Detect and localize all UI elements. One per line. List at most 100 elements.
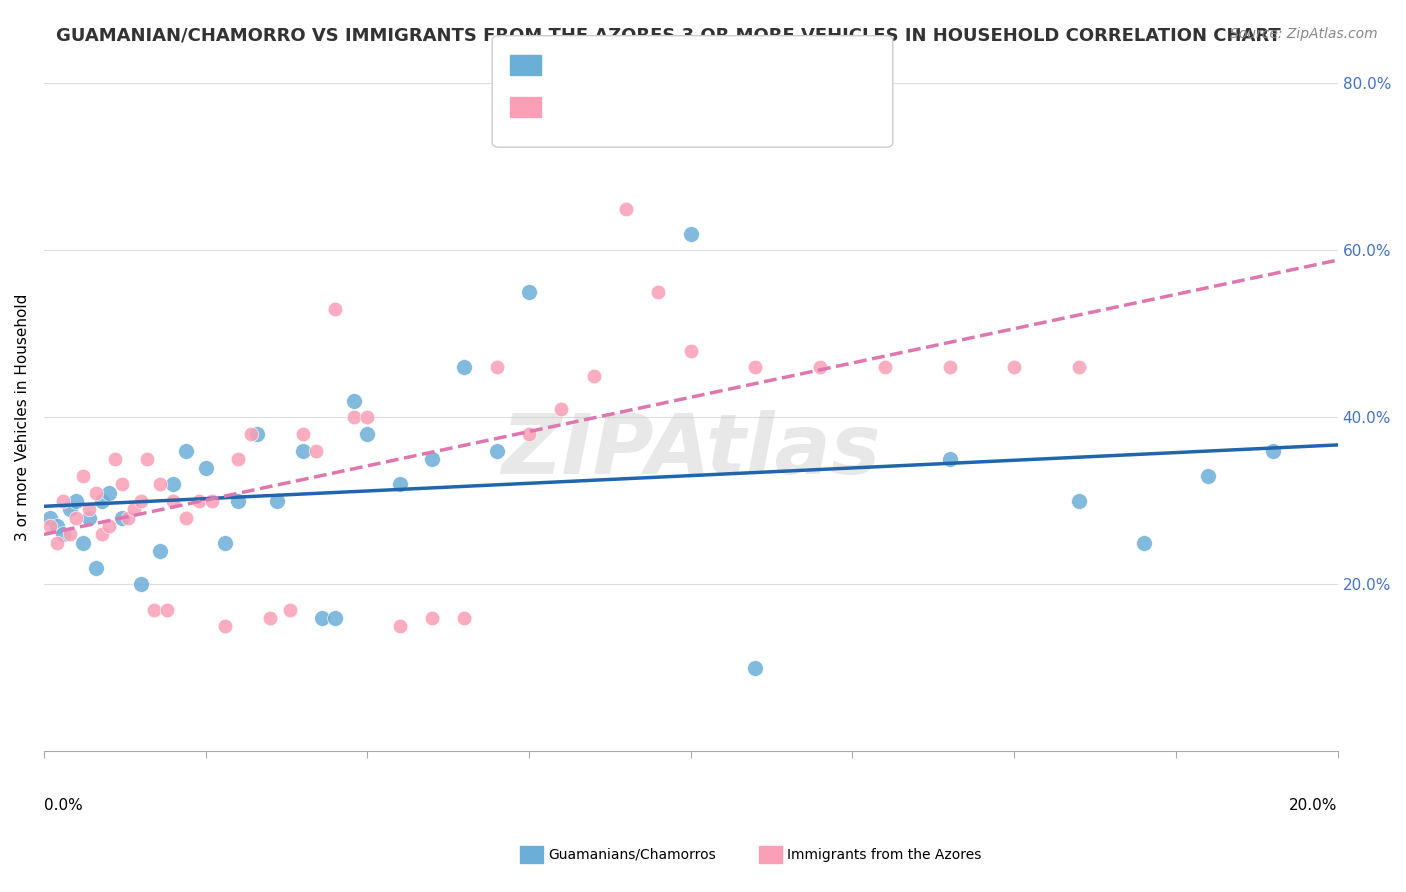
Point <box>117 510 139 524</box>
Point <box>323 611 346 625</box>
Point <box>453 360 475 375</box>
Point <box>201 494 224 508</box>
Point <box>52 494 75 508</box>
Point <box>59 502 82 516</box>
Point <box>1067 494 1090 508</box>
Point <box>77 510 100 524</box>
Point <box>45 519 67 533</box>
Point <box>124 502 146 516</box>
Point <box>550 402 572 417</box>
Point <box>110 510 132 524</box>
Text: 0.375: 0.375 <box>592 98 648 116</box>
Text: 0.303: 0.303 <box>592 56 648 74</box>
Point <box>291 443 314 458</box>
Point <box>214 619 236 633</box>
Point <box>453 611 475 625</box>
Point <box>246 427 269 442</box>
Point <box>45 535 67 549</box>
Point <box>679 343 702 358</box>
Point <box>517 427 540 442</box>
Point <box>1197 469 1219 483</box>
Point <box>65 510 87 524</box>
Point <box>356 427 378 442</box>
Point <box>97 519 120 533</box>
Point <box>142 602 165 616</box>
Point <box>343 393 366 408</box>
Point <box>104 452 127 467</box>
Text: 37: 37 <box>717 56 742 74</box>
Point <box>149 477 172 491</box>
Text: Source: ZipAtlas.com: Source: ZipAtlas.com <box>1230 27 1378 41</box>
Point <box>388 477 411 491</box>
Point <box>129 577 152 591</box>
Point <box>129 494 152 508</box>
Point <box>420 611 443 625</box>
Point <box>91 527 114 541</box>
Point <box>174 443 197 458</box>
Y-axis label: 3 or more Vehicles in Household: 3 or more Vehicles in Household <box>15 293 30 541</box>
Point <box>582 368 605 383</box>
Point <box>343 410 366 425</box>
Text: ZIPAtlas: ZIPAtlas <box>501 410 880 491</box>
Point <box>84 485 107 500</box>
Point <box>162 494 184 508</box>
Point <box>162 477 184 491</box>
Point <box>1002 360 1025 375</box>
Point <box>156 602 179 616</box>
Point <box>938 360 960 375</box>
Point <box>744 360 766 375</box>
Point <box>91 494 114 508</box>
Text: GUAMANIAN/CHAMORRO VS IMMIGRANTS FROM THE AZORES 3 OR MORE VEHICLES IN HOUSEHOLD: GUAMANIAN/CHAMORRO VS IMMIGRANTS FROM TH… <box>56 27 1281 45</box>
Point <box>388 619 411 633</box>
Point <box>1132 535 1154 549</box>
Point <box>311 611 333 625</box>
Point <box>278 602 301 616</box>
Point <box>194 460 217 475</box>
Text: N =: N = <box>658 56 710 74</box>
Point <box>485 443 508 458</box>
Point <box>323 301 346 316</box>
Point <box>517 285 540 300</box>
Point <box>39 519 62 533</box>
Point <box>291 427 314 442</box>
Text: R =: R = <box>553 56 592 74</box>
Point <box>420 452 443 467</box>
Point <box>304 443 326 458</box>
Point <box>52 527 75 541</box>
Text: 20.0%: 20.0% <box>1289 798 1337 814</box>
Point <box>808 360 831 375</box>
Point <box>873 360 896 375</box>
Point <box>72 535 94 549</box>
Point <box>485 360 508 375</box>
Point <box>59 527 82 541</box>
Point <box>72 469 94 483</box>
Point <box>226 452 249 467</box>
Text: Guamanians/Chamorros: Guamanians/Chamorros <box>548 847 716 862</box>
Point <box>614 202 637 216</box>
Point <box>97 485 120 500</box>
Point <box>110 477 132 491</box>
Point <box>266 494 288 508</box>
Text: 49: 49 <box>717 98 742 116</box>
Point <box>214 535 236 549</box>
Point <box>1261 443 1284 458</box>
Point <box>174 510 197 524</box>
Text: N =: N = <box>658 98 710 116</box>
Text: 0.0%: 0.0% <box>44 798 83 814</box>
Text: R =: R = <box>553 98 592 116</box>
Point <box>259 611 281 625</box>
Point <box>39 510 62 524</box>
Point <box>356 410 378 425</box>
Point <box>239 427 262 442</box>
Text: Immigrants from the Azores: Immigrants from the Azores <box>787 847 981 862</box>
Point <box>226 494 249 508</box>
Point <box>77 502 100 516</box>
Point <box>136 452 159 467</box>
Point <box>679 227 702 241</box>
Point <box>647 285 669 300</box>
Point <box>65 494 87 508</box>
Point <box>188 494 211 508</box>
Point <box>149 544 172 558</box>
Point <box>1067 360 1090 375</box>
Point <box>744 661 766 675</box>
